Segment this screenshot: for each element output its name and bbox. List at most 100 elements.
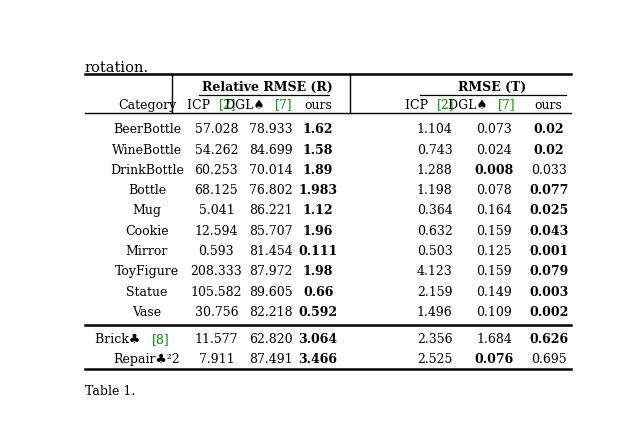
Text: 0.078: 0.078 — [476, 184, 512, 197]
Text: 0.164: 0.164 — [476, 204, 512, 217]
Text: 11.577: 11.577 — [195, 332, 238, 345]
Text: 1.89: 1.89 — [303, 163, 333, 177]
Text: 30.756: 30.756 — [195, 305, 238, 318]
Text: 0.159: 0.159 — [476, 224, 512, 237]
Text: RMSE (T): RMSE (T) — [458, 81, 526, 93]
Text: 0.149: 0.149 — [476, 285, 512, 298]
Text: 1.983: 1.983 — [299, 184, 337, 197]
Text: Mug: Mug — [132, 204, 161, 217]
Text: 0.503: 0.503 — [417, 244, 452, 258]
Text: ours: ours — [304, 99, 332, 111]
Text: Statue: Statue — [126, 285, 168, 298]
Text: 1.58: 1.58 — [303, 143, 333, 156]
Text: 0.008: 0.008 — [474, 163, 514, 177]
Text: 0.592: 0.592 — [298, 305, 338, 318]
Text: ToyFigure: ToyFigure — [115, 265, 179, 278]
Text: Relative RMSE (R): Relative RMSE (R) — [202, 81, 333, 93]
Text: 5.041: 5.041 — [198, 204, 234, 217]
Text: 81.454: 81.454 — [249, 244, 293, 258]
Text: 82.218: 82.218 — [249, 305, 292, 318]
Text: 57.028: 57.028 — [195, 123, 238, 136]
Text: 60.253: 60.253 — [195, 163, 238, 177]
Text: 0.002: 0.002 — [529, 305, 568, 318]
Text: DrinkBottle: DrinkBottle — [110, 163, 184, 177]
Text: 0.077: 0.077 — [529, 184, 568, 197]
Text: Category: Category — [118, 99, 176, 111]
Text: 2.159: 2.159 — [417, 285, 452, 298]
Text: DGL♠: DGL♠ — [448, 99, 492, 111]
Text: [7]: [7] — [498, 99, 515, 111]
Text: 0.073: 0.073 — [476, 123, 512, 136]
Text: 0.743: 0.743 — [417, 143, 452, 156]
Text: 87.491: 87.491 — [249, 352, 292, 365]
Text: 0.66: 0.66 — [303, 285, 333, 298]
Text: 12.594: 12.594 — [195, 224, 238, 237]
Text: 1.12: 1.12 — [303, 204, 333, 217]
Text: 0.109: 0.109 — [476, 305, 512, 318]
Text: 0.02: 0.02 — [533, 143, 564, 156]
Text: 0.025: 0.025 — [529, 204, 568, 217]
Text: Mirror: Mirror — [126, 244, 168, 258]
Text: 2.356: 2.356 — [417, 332, 452, 345]
Text: 105.582: 105.582 — [191, 285, 242, 298]
Text: 0.003: 0.003 — [529, 285, 568, 298]
Text: 0.626: 0.626 — [529, 332, 568, 345]
Text: 208.333: 208.333 — [191, 265, 243, 278]
Text: 3.466: 3.466 — [299, 352, 337, 365]
Text: 0.033: 0.033 — [531, 163, 566, 177]
Text: 3.064: 3.064 — [298, 332, 338, 345]
Text: 89.605: 89.605 — [249, 285, 292, 298]
Text: ICP: ICP — [405, 99, 432, 111]
Text: 0.593: 0.593 — [198, 244, 234, 258]
Text: 54.262: 54.262 — [195, 143, 238, 156]
Text: 0.159: 0.159 — [476, 265, 512, 278]
Text: Repair♣²2: Repair♣²2 — [114, 352, 180, 365]
Text: 0.111: 0.111 — [298, 244, 338, 258]
Text: 0.024: 0.024 — [476, 143, 512, 156]
Text: 0.632: 0.632 — [417, 224, 452, 237]
Text: 78.933: 78.933 — [249, 123, 292, 136]
Text: 0.364: 0.364 — [417, 204, 452, 217]
Text: [7]: [7] — [275, 99, 292, 111]
Text: BeerBottle: BeerBottle — [113, 123, 181, 136]
Text: 0.001: 0.001 — [529, 244, 568, 258]
Text: Vase: Vase — [132, 305, 161, 318]
Text: Cookie: Cookie — [125, 224, 169, 237]
Text: 1.62: 1.62 — [303, 123, 333, 136]
Text: WineBottle: WineBottle — [112, 143, 182, 156]
Text: 4.123: 4.123 — [417, 265, 452, 278]
Text: 1.288: 1.288 — [417, 163, 452, 177]
Text: rotation.: rotation. — [85, 61, 149, 75]
Text: ours: ours — [535, 99, 563, 111]
Text: 0.695: 0.695 — [531, 352, 566, 365]
Text: 1.496: 1.496 — [417, 305, 452, 318]
Text: 0.079: 0.079 — [529, 265, 568, 278]
Text: DGL♠: DGL♠ — [225, 99, 269, 111]
Text: 1.98: 1.98 — [303, 265, 333, 278]
Text: 0.02: 0.02 — [533, 123, 564, 136]
Text: 87.972: 87.972 — [249, 265, 292, 278]
Text: 76.802: 76.802 — [249, 184, 292, 197]
Text: 84.699: 84.699 — [249, 143, 292, 156]
Text: 62.820: 62.820 — [249, 332, 292, 345]
Text: Brick♣: Brick♣ — [95, 332, 145, 345]
Text: 0.043: 0.043 — [529, 224, 568, 237]
Text: 7.911: 7.911 — [198, 352, 234, 365]
Text: 2.525: 2.525 — [417, 352, 452, 365]
Text: 68.125: 68.125 — [195, 184, 238, 197]
Text: 86.221: 86.221 — [249, 204, 292, 217]
Text: 1.198: 1.198 — [417, 184, 452, 197]
Text: 0.125: 0.125 — [476, 244, 512, 258]
Text: 1.96: 1.96 — [303, 224, 333, 237]
Text: 1.684: 1.684 — [476, 332, 512, 345]
Text: [2]: [2] — [437, 99, 455, 111]
Text: 85.707: 85.707 — [249, 224, 292, 237]
Text: [8]: [8] — [152, 332, 170, 345]
Text: [2]: [2] — [219, 99, 237, 111]
Text: Bottle: Bottle — [128, 184, 166, 197]
Text: ICP: ICP — [187, 99, 214, 111]
Text: 1.104: 1.104 — [417, 123, 452, 136]
Text: 70.014: 70.014 — [249, 163, 293, 177]
Text: 0.076: 0.076 — [474, 352, 514, 365]
Text: Table 1.: Table 1. — [85, 384, 135, 397]
